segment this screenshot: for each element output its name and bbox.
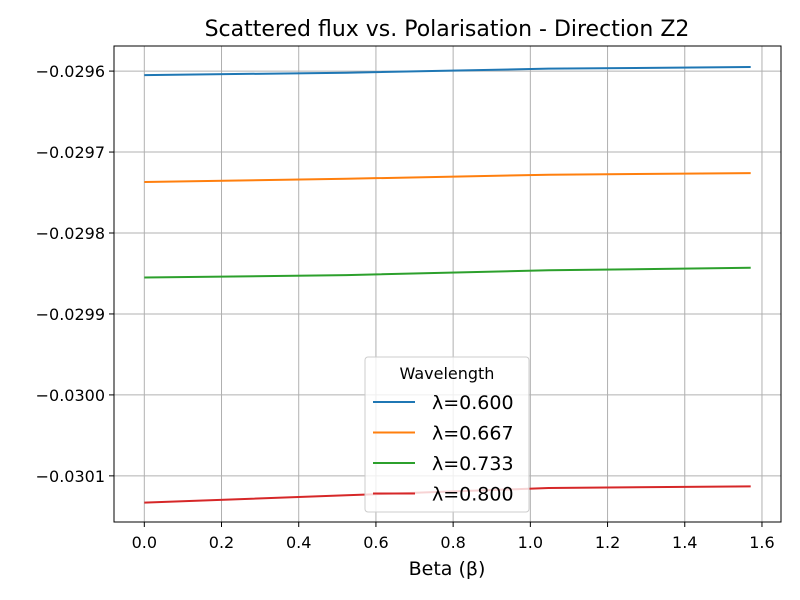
y-tick-label: −0.0299	[36, 305, 105, 324]
y-tick-label: −0.0296	[36, 62, 105, 81]
x-tick-label: 0.8	[440, 533, 465, 552]
y-tick-label: −0.0301	[36, 467, 105, 486]
legend-box	[364, 356, 530, 513]
legend-label: λ=0.800	[432, 484, 514, 506]
legend: Wavelength λ=0.600 λ=0.667 λ=0.733 λ=0.800	[364, 356, 530, 513]
x-axis-label: Beta (β)	[409, 558, 486, 580]
y-axis-ticks: −0.0296 −0.0297 −0.0298 −0.0299 −0.0300 −0.03…	[36, 62, 114, 486]
y-tick-label: −0.0298	[36, 224, 105, 243]
plot-frame	[113, 45, 782, 523]
y-tick-label: −0.0300	[36, 386, 105, 405]
legend-label: λ=0.600	[432, 392, 514, 414]
x-axis-ticks: 0.0 0.2 0.4 0.6 0.8 1.0 1.2 1.4 1.6	[132, 522, 775, 552]
series-line-2	[144, 172, 751, 183]
series-line-1	[144, 66, 751, 77]
x-tick-label: 0.0	[132, 533, 157, 552]
x-tick-label: 0.6	[363, 533, 388, 552]
series-line-3	[144, 266, 751, 279]
x-tick-label: 0.4	[286, 533, 311, 552]
x-tick-label: 0.2	[209, 533, 234, 552]
x-tick-label: 1.0	[518, 533, 543, 552]
legend-title: Wavelength	[400, 364, 495, 383]
legend-label: λ=0.667	[432, 423, 514, 445]
x-tick-label: 1.6	[749, 533, 774, 552]
chart-title: Scattered flux vs. Polarisation - Direct…	[205, 17, 690, 42]
y-tick-label: −0.0297	[36, 143, 105, 162]
x-tick-label: 1.4	[672, 533, 697, 552]
x-tick-label: 1.2	[595, 533, 620, 552]
legend-label: λ=0.733	[432, 453, 514, 475]
